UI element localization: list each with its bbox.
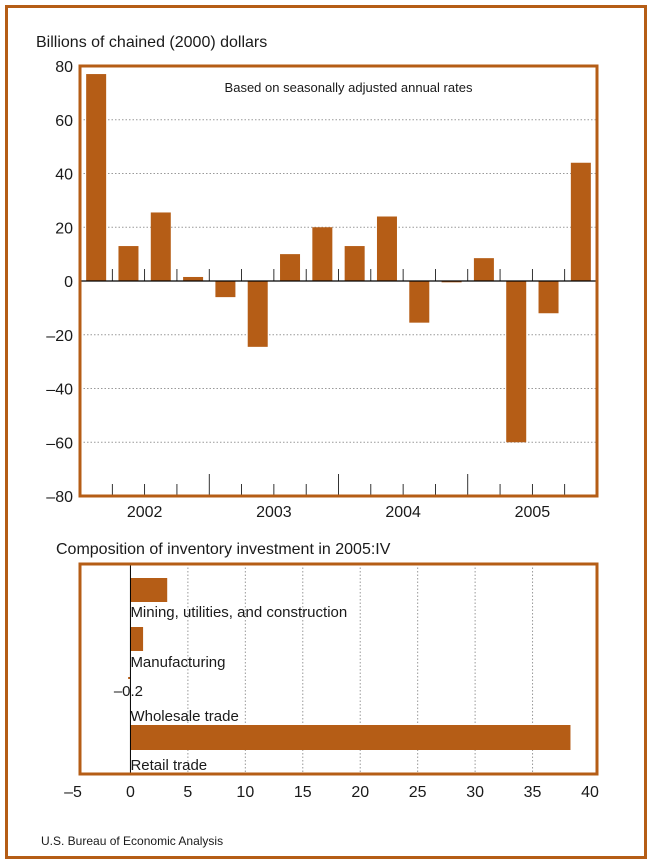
chart-annotation: Based on seasonally adjusted annual rate… [225,80,473,95]
bar-2003-iii [280,254,301,281]
composition-title: Composition of inventory investment in 2… [56,541,391,558]
hbar-3 [128,677,131,679]
bar-2005-iv [570,162,591,281]
y-tick-label: 80 [55,59,73,76]
hbar-2 [130,627,144,651]
category-label: Manufacturing [130,654,225,671]
chart-title: Billions of chained (2000) dollars [36,34,268,51]
year-label: 2003 [256,504,292,521]
hbar-1 [130,578,168,602]
year-label: 2004 [385,504,421,521]
bar-2002-iii [150,212,171,281]
source-note: U.S. Bureau of Economic Analysis [41,834,224,848]
bar-2003-iv [312,227,333,281]
x-tick-label: 20 [351,784,369,801]
y-tick-label: 40 [55,167,73,184]
y-tick-label: –20 [46,328,73,345]
plot-frame [78,562,599,776]
y-tick-label: 20 [55,220,73,237]
bar-2004-ii [376,216,397,281]
bar-2005-i [473,258,494,281]
x-tick-label: 15 [294,784,312,801]
bar-2004-iv [441,281,462,283]
x-tick-label: 5 [183,784,192,801]
y-tick-label: 0 [64,274,73,291]
bar-2002-ii [118,246,139,281]
bar-2003-i [215,281,236,298]
bar-2002-i [86,74,107,281]
x-tick-label: –5 [64,784,82,801]
chart-frame [5,5,647,859]
y-tick-label: –80 [46,489,73,506]
bar-2002-iv [183,276,204,281]
hbar-4 [130,725,571,750]
x-tick-label: 25 [409,784,427,801]
x-tick-label: 35 [524,784,542,801]
quarterly-bar-chart: –80 –60 –40 –20 0 20 40 60 80 Based on seasonally… [46,59,599,521]
bar-2004-iii [409,281,430,323]
bar-2003-ii [247,281,268,347]
bar-2005-iii [538,281,559,314]
category-label: Mining, utilities, and construction [130,604,347,621]
x-tick-label: 40 [581,784,599,801]
bar-2004-i [344,246,365,281]
x-tick-label: 10 [236,784,254,801]
y-tick-label: –40 [46,382,73,399]
year-label: 2005 [515,504,551,521]
bar-2005-ii [506,281,527,443]
data-label: –0.2 [114,683,143,700]
x-tick-label: 0 [126,784,135,801]
category-label: Retail trade [130,757,207,774]
y-tick-label: 60 [55,113,73,130]
category-label: Wholesale trade [130,708,238,725]
year-label: 2002 [127,504,163,521]
plot-frame [78,64,599,498]
y-tick-label: –60 [46,435,73,452]
x-tick-label: 30 [466,784,484,801]
